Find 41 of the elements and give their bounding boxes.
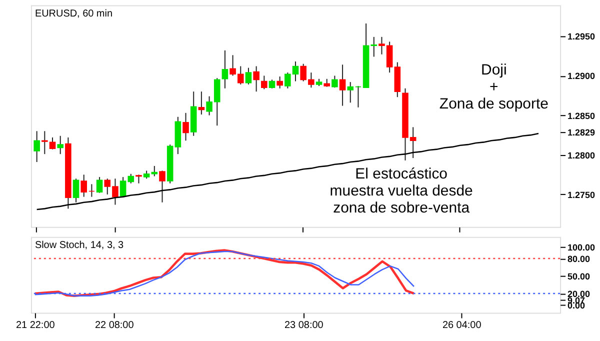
x-tick-label: 21 22:00 — [16, 320, 56, 332]
candlestick — [276, 76, 283, 89]
candlestick — [261, 75, 268, 90]
candlestick — [198, 91, 205, 116]
candlestick — [347, 82, 354, 104]
candlestick — [332, 75, 338, 88]
y-tick-label: 1.2850 — [568, 110, 595, 121]
x-tick-label: 22 08:00 — [94, 320, 134, 332]
candlestick — [159, 170, 166, 203]
annotation: El estocástico muestra vuelta desde zona de sobre-venta — [330, 166, 473, 217]
candlestick — [42, 130, 48, 155]
candlestick — [182, 112, 189, 142]
candlestick — [355, 86, 362, 108]
x-tick-label: 23 08:00 — [284, 320, 324, 332]
candlestick — [34, 130, 40, 162]
candlestick — [222, 50, 228, 89]
chart-title: EURUSD, 60 min — [34, 8, 113, 20]
candlestick — [57, 135, 64, 155]
candlestick — [96, 176, 103, 194]
y-tick-label: 1.2800 — [568, 150, 595, 160]
candlestick — [80, 174, 88, 198]
y-tick-label: 1.2950 — [568, 32, 595, 42]
y-tick-label: 1.2750 — [568, 190, 595, 200]
candlestick — [72, 178, 80, 203]
candlestick — [151, 165, 158, 177]
y-tick-label: 1.2829 — [568, 127, 595, 138]
y-tick-label: 80.00 — [568, 254, 590, 264]
y-tick-label: 1.2900 — [568, 71, 595, 82]
candlestick — [370, 36, 378, 58]
x-tick-label: 26 04:00 — [442, 320, 482, 332]
candlestick — [128, 173, 134, 184]
annotation: Doji + Zona de soporte — [439, 62, 548, 112]
candlestick — [253, 66, 260, 92]
candlestick — [88, 184, 95, 198]
candlestick — [120, 176, 126, 198]
chart-title: Slow Stoch, 14, 3, 3 — [34, 240, 124, 251]
candlestick — [245, 67, 252, 85]
candlestick — [339, 64, 346, 106]
candlestick — [49, 136, 56, 150]
y-tick-label: 100.00 — [568, 242, 595, 252]
y-tick-label: 50.00 — [568, 271, 590, 282]
